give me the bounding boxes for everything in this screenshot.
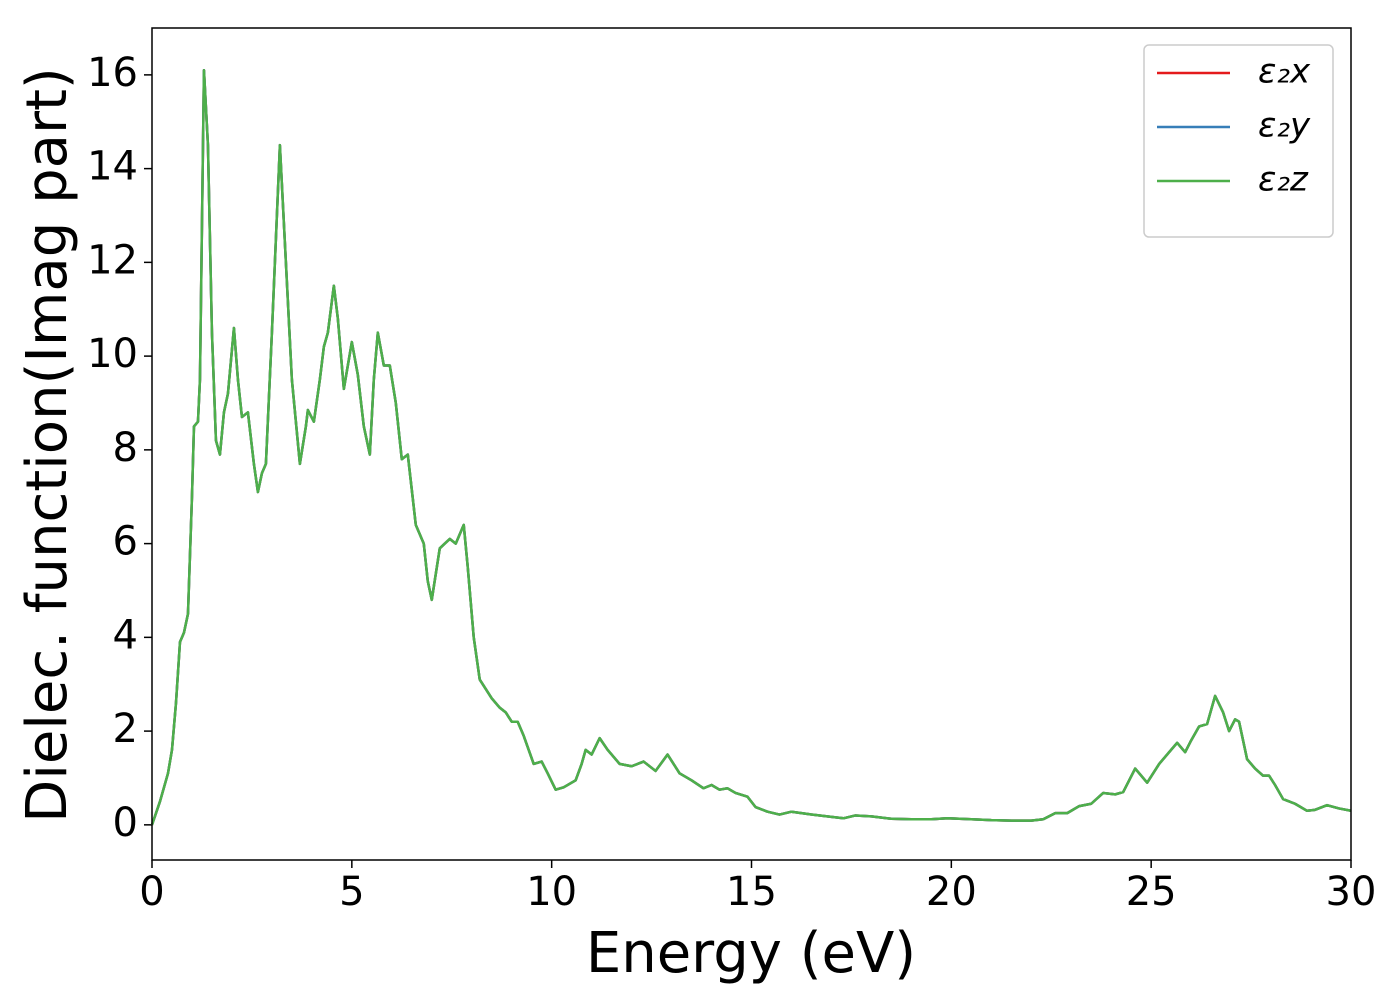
series-line (150, 68, 1352, 826)
y-tick-label: 16 (87, 50, 138, 96)
x-tick-label: 15 (726, 869, 777, 915)
x-tick-label: 20 (926, 869, 977, 915)
y-tick-label: 6 (113, 519, 138, 565)
y-tick-label: 14 (87, 144, 138, 190)
y-tick-label: 8 (113, 425, 138, 471)
x-tick-label: 30 (1326, 869, 1377, 915)
legend-box (1143, 44, 1334, 238)
y-axis-label: Dielec. function(Imag part) (15, 67, 80, 823)
x-tick-label: 25 (1126, 869, 1177, 915)
x-tick-label: 5 (339, 869, 364, 915)
y-tick-label: 0 (113, 800, 138, 846)
plot-frame (151, 27, 1352, 861)
legend-label: ε₂y (1258, 106, 1311, 146)
y-tick-label: 10 (87, 331, 138, 377)
y-tick-label: 12 (87, 237, 138, 283)
legend-label: ε₂x (1258, 52, 1311, 92)
x-tick-label: 0 (139, 869, 164, 915)
x-tick-label: 10 (526, 869, 577, 915)
y-tick-label: 2 (113, 706, 138, 752)
y-tick-label: 4 (113, 612, 138, 658)
x-axis-label: Energy (eV) (586, 921, 916, 986)
legend-label: ε₂z (1258, 160, 1309, 200)
